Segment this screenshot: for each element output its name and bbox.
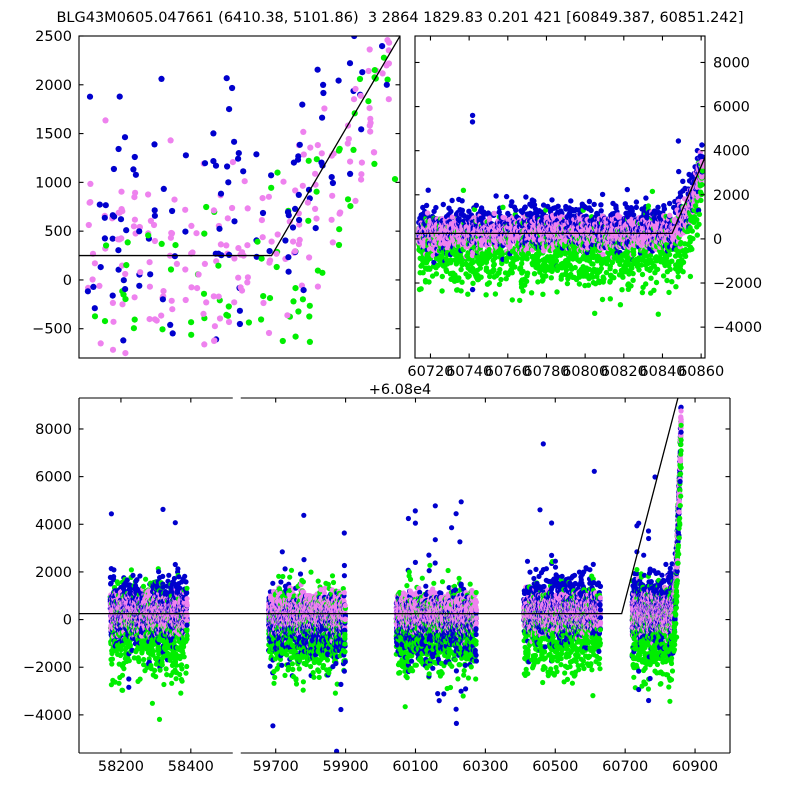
y-tick-label: 2000: [35, 565, 72, 581]
y-tick-label: 1500: [35, 127, 72, 143]
x-axis-offset-label: +6.08e4: [369, 382, 432, 398]
model-fit-line: [415, 157, 705, 235]
x-tick-label: 60760: [485, 364, 531, 380]
y-tick-label: −500: [32, 322, 72, 338]
axis-frame: [414, 35, 706, 359]
panel-bottom: −4000 −2000 0 2000 4000 6000 8000 58200 58400 597…: [23, 397, 731, 775]
panel-top-left: −500 0 500 1000 1500 2000 2500 +6.08e4: [32, 29, 431, 398]
x-tick-label: 58400: [168, 759, 214, 775]
figure-title: BLG43M0605.047661 (6410.38, 5101.86) 3 2…: [0, 10, 800, 26]
y-tick-label: −4000: [713, 320, 762, 336]
axes: −500 0 500 1000 1500 2000 2500 +6.08e4: [32, 29, 431, 398]
axes: −4000 −2000 0 2000 4000 6000 8000 58200 58400 597…: [23, 397, 731, 775]
y-tick-label: 0: [63, 273, 72, 289]
y-tick-label: 0: [63, 613, 72, 629]
y-tick-label: 4000: [713, 144, 750, 160]
y-tick-label: 2000: [713, 188, 750, 204]
scatter-points: [415, 112, 705, 317]
x-tick-label: 60720: [407, 364, 453, 380]
x-tick-label: 58200: [98, 759, 144, 775]
x-tick-label: 60800: [562, 364, 608, 380]
x-tick-label: 59900: [323, 759, 369, 775]
y-tick-label: 6000: [35, 470, 72, 486]
plot-area-background: [79, 398, 730, 753]
y-tick-label: 2000: [35, 78, 72, 94]
y-tick-label: 1000: [35, 175, 72, 191]
axes: −4000−2000020004000600080006072060740607…: [407, 35, 762, 380]
y-tick-label: −4000: [23, 708, 72, 724]
y-tick-label: −2000: [23, 660, 72, 676]
model-fit-line: [79, 36, 400, 257]
x-tick-label: 59700: [253, 759, 299, 775]
y-tick-label: 4000: [35, 517, 72, 533]
scatter-points: [84, 36, 399, 357]
y-tick-label: 500: [44, 224, 72, 240]
y-tick-label: 6000: [713, 100, 750, 116]
x-tick-label: 60300: [462, 759, 508, 775]
x-tick-label: 60740: [446, 364, 492, 380]
model-overlay: [79, 36, 400, 257]
panel-top-right: −4000−2000020004000600080006072060740607…: [407, 35, 762, 380]
y-tick-label: 8000: [35, 422, 72, 438]
x-tick-label: 60900: [672, 759, 718, 775]
x-tick-label: 60860: [678, 364, 724, 380]
x-tick-label: 60820: [601, 364, 647, 380]
scatter-points: [107, 404, 684, 753]
model-fit-line: [79, 398, 679, 615]
plot-area-background: [415, 36, 705, 358]
model-overlay: [79, 398, 679, 615]
y-tick-label: 8000: [713, 55, 750, 71]
axis-frame: [78, 35, 401, 359]
model-overlay: [415, 157, 705, 235]
y-tick-label: 2500: [35, 29, 72, 45]
x-tick-label: 60780: [523, 364, 569, 380]
y-tick-label: 0: [713, 232, 722, 248]
x-tick-label: 60100: [392, 759, 438, 775]
x-tick-label: 60700: [602, 759, 648, 775]
x-tick-label: 60500: [532, 759, 578, 775]
x-tick-label: 60840: [639, 364, 685, 380]
y-tick-label: −2000: [713, 276, 762, 292]
